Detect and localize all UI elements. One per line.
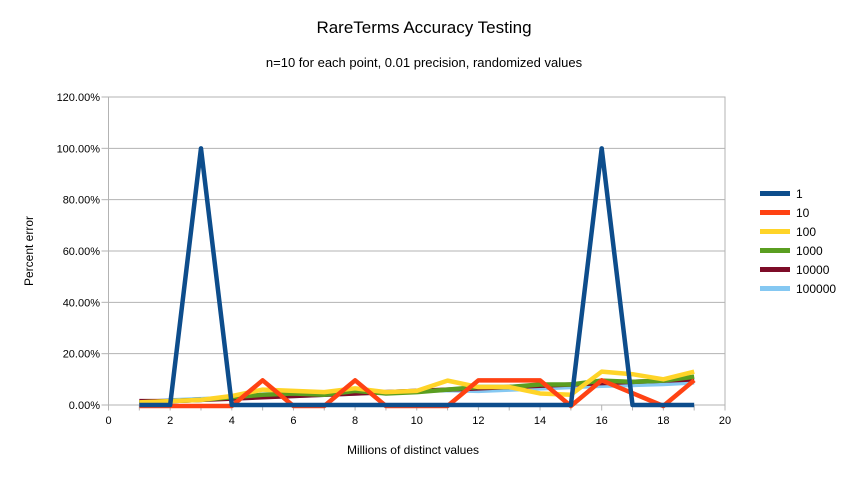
- legend-item-100000: 100000: [760, 279, 836, 298]
- legend-item-10: 10: [760, 203, 836, 222]
- y-tick-label: 0.00%: [69, 400, 100, 412]
- y-tick-label: 60.00%: [63, 246, 101, 258]
- y-tick-label: 20.00%: [63, 349, 101, 361]
- x-tick-label: 4: [229, 415, 235, 427]
- x-tick-label: 12: [472, 415, 484, 427]
- y-tick-label: 80.00%: [63, 195, 101, 207]
- x-tick-label: 6: [290, 415, 296, 427]
- legend-swatch-icon: [760, 191, 790, 196]
- y-tick-label: 100.00%: [57, 143, 101, 155]
- x-axis-title: Millions of distinct values: [346, 443, 480, 457]
- legend-item-10000: 10000: [760, 260, 836, 279]
- legend-label: 1000: [796, 243, 823, 258]
- series-line-1: [139, 146, 695, 408]
- legend-swatch-icon: [760, 229, 790, 234]
- legend-label: 100000: [796, 281, 837, 296]
- legend-swatch-icon: [760, 267, 790, 272]
- x-tick-label: 16: [596, 415, 608, 427]
- y-axis-title: Percent error: [22, 215, 36, 287]
- legend-item-100: 100: [760, 222, 836, 241]
- legend-item-1: 1: [760, 184, 836, 203]
- x-tick-label: 20: [719, 415, 731, 427]
- legend-label: 100: [796, 224, 817, 239]
- x-tick-label: 10: [411, 415, 423, 427]
- chart-title: RareTerms Accuracy Testing: [316, 18, 532, 37]
- legend-label: 10: [796, 205, 810, 220]
- x-tick-label: 14: [534, 415, 546, 427]
- legend-swatch-icon: [760, 286, 790, 291]
- chart-subtitle: n=10 for each point, 0.01 precision, ran…: [265, 55, 583, 70]
- legend-swatch-icon: [760, 210, 790, 215]
- x-tick-label: 18: [657, 415, 669, 427]
- legend: 1 10 100 1000 10000 100000: [760, 184, 836, 298]
- x-tick-label: 8: [352, 415, 358, 427]
- legend-swatch-icon: [760, 248, 790, 253]
- x-tick-label: 2: [167, 415, 173, 427]
- y-tick-label: 120.00%: [57, 92, 101, 104]
- legend-item-1000: 1000: [760, 241, 836, 260]
- legend-label: 1: [796, 186, 803, 201]
- legend-label: 10000: [796, 262, 830, 277]
- x-tick-label: 0: [105, 415, 111, 427]
- y-tick-label: 40.00%: [63, 297, 101, 309]
